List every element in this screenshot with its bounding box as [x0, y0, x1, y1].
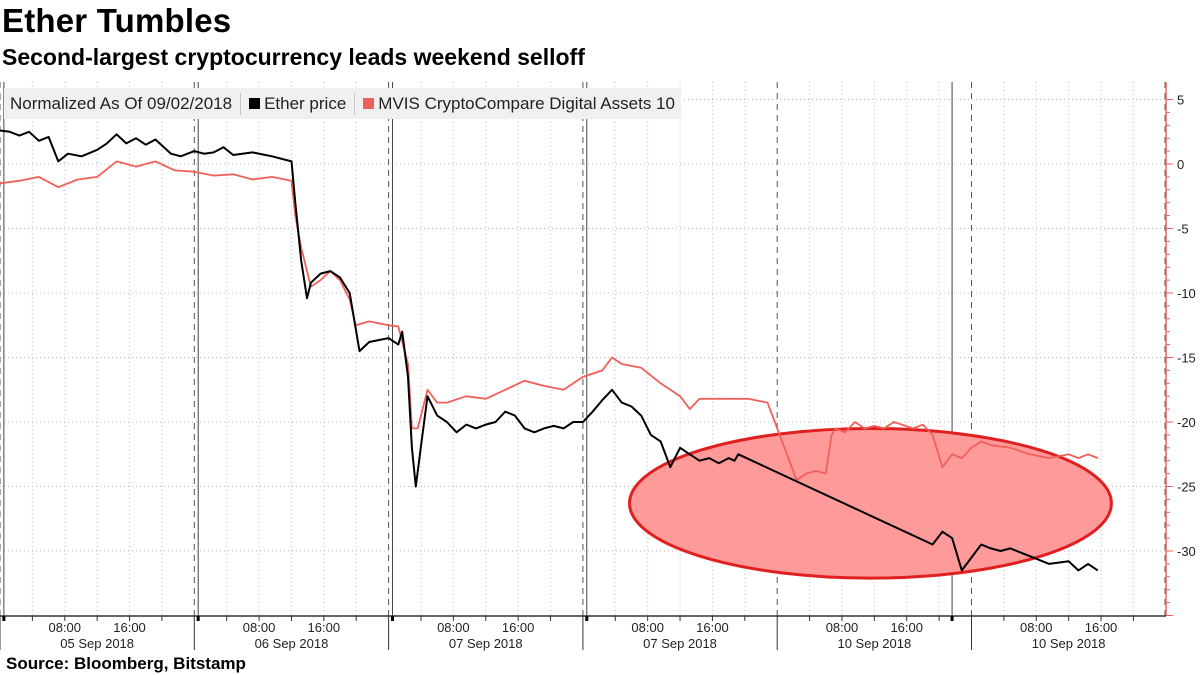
x-date-label: 10 Sep 2018 — [837, 636, 911, 651]
x-tick-label: 08:00 — [48, 620, 81, 635]
source-note: Source: Bloomberg, Bitstamp — [6, 654, 246, 673]
x-tick-label: 16:00 — [1085, 620, 1118, 635]
y-tick-label: -15 — [1177, 351, 1196, 366]
y-tick-label: -5 — [1177, 222, 1189, 237]
x-tick-label: 16:00 — [113, 620, 146, 635]
chart-title: Ether Tumbles — [2, 2, 232, 39]
x-date-label: 07 Sep 2018 — [643, 636, 717, 651]
x-date-label: 06 Sep 2018 — [255, 636, 329, 651]
x-date-label: 07 Sep 2018 — [449, 636, 523, 651]
highlight-ellipse — [628, 426, 1113, 580]
ether-price-line — [0, 129, 1099, 572]
x-tick-label: 16:00 — [696, 620, 729, 635]
x-axis-day-marker — [2, 616, 6, 621]
legend-label-ether: Ether price — [264, 93, 347, 113]
y-tick-label: -25 — [1177, 480, 1196, 495]
mvis-index-line — [0, 160, 1099, 481]
legend-swatch-ether — [249, 98, 261, 109]
x-axis-day-marker — [585, 616, 589, 621]
x-tick-label: 08:00 — [826, 620, 859, 635]
x-tick-label: 08:00 — [437, 620, 470, 635]
x-tick-label: 16:00 — [890, 620, 923, 635]
legend-label-mvis: MVIS CryptoCompare Digital Assets 10 — [378, 93, 675, 113]
x-axis-day-marker — [390, 616, 394, 621]
legend: Normalized As Of 09/02/2018 Ether price … — [4, 88, 681, 119]
legend-normalized-note: Normalized As Of 09/02/2018 — [10, 93, 233, 113]
x-axis-day-marker — [950, 616, 954, 621]
x-date-label: 10 Sep 2018 — [1032, 636, 1106, 651]
x-tick-label: 16:00 — [502, 620, 535, 635]
y-tick-label: -10 — [1177, 286, 1196, 301]
legend-divider — [354, 92, 356, 115]
x-tick-label: 08:00 — [1020, 620, 1053, 635]
x-tick-label: 08:00 — [631, 620, 664, 635]
legend-item-mvis: MVIS CryptoCompare Digital Assets 10 — [363, 94, 675, 114]
legend-divider — [240, 92, 242, 115]
x-tick-label: 08:00 — [243, 620, 276, 635]
y-tick-label: -20 — [1177, 415, 1196, 430]
y-tick-label: -30 — [1177, 544, 1196, 559]
x-axis-day-marker — [196, 616, 200, 621]
y-tick-label: 5 — [1177, 93, 1184, 108]
legend-item-ether: Ether price — [249, 94, 346, 114]
x-tick-label: 16:00 — [308, 620, 341, 635]
y-tick-label: 0 — [1177, 157, 1184, 172]
x-date-label: 05 Sep 2018 — [60, 636, 134, 651]
chart-subtitle: Second-largest cryptocurrency leads week… — [2, 44, 585, 70]
legend-swatch-mvis — [363, 98, 375, 109]
